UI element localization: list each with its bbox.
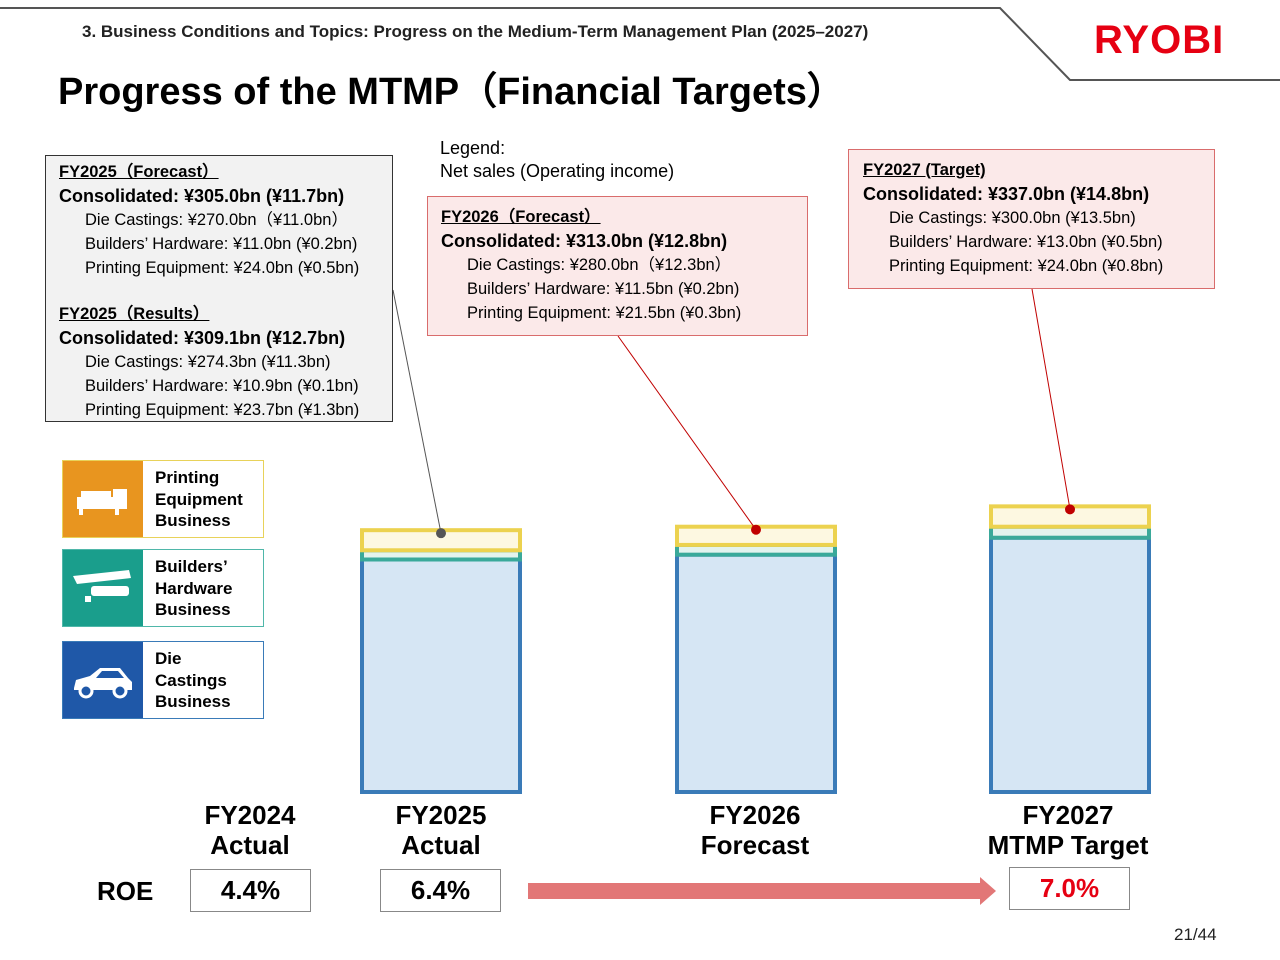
x-label-fy2026: FY2026 Forecast	[700, 800, 810, 860]
fy2026-printing-equipment: Printing Equipment: ¥21.5bn (¥0.3bn)	[467, 304, 742, 322]
fy2025-results-printing-equipment: Printing Equipment: ¥23.7bn (¥1.3bn)	[85, 401, 360, 419]
bar-die-castings-1	[360, 557, 522, 794]
fy2027-heading: FY2027 (Target)	[863, 161, 986, 179]
callout-dot-3	[1065, 504, 1075, 515]
legend-note: Legend: Net sales (Operating income)	[440, 137, 674, 183]
callout-line-3	[1031, 288, 1071, 510]
fy2025-forecast-heading: FY2025（Forecast）	[59, 163, 219, 181]
fy2027-die-castings: Die Castings: ¥300.0bn (¥13.5bn)	[889, 209, 1136, 227]
fy2025-results-heading: FY2025（Results）	[59, 305, 210, 323]
roe-value-fy2025: 6.4%	[380, 869, 501, 912]
callout-dot-2	[751, 524, 761, 535]
fy2027-builders-hardware: Builders’ Hardware: ¥13.0bn (¥0.5bn)	[889, 233, 1163, 251]
callout-dot-1	[436, 528, 446, 539]
legend-line-1: Legend:	[440, 138, 506, 158]
fy2025-results-builders-hardware: Builders’ Hardware: ¥10.9bn (¥0.1bn)	[85, 377, 359, 395]
fy2026-heading: FY2026（Forecast）	[441, 208, 601, 226]
segment-label-builders: Builders’ Hardware Business	[155, 557, 233, 619]
roe-label: ROE	[97, 876, 154, 906]
roe-progress-arrow	[528, 877, 996, 905]
legend-line-2: Net sales (Operating income)	[440, 161, 675, 181]
info-box-fy2026: FY2026（Forecast） Consolidated: ¥313.0bn …	[427, 196, 808, 336]
callout-line-1	[392, 289, 442, 534]
breadcrumb: 3. Business Conditions and Topics: Progr…	[82, 22, 869, 41]
callout-line-2	[617, 335, 757, 530]
info-box-fy2027: FY2027 (Target) Consolidated: ¥337.0bn (…	[848, 149, 1215, 289]
page-title: Progress of the MTMP（Financial Targets）	[58, 71, 845, 113]
x-label-fy2025: FY2025 Actual	[395, 800, 487, 860]
segment-label-die-castings: Die Castings Business	[155, 649, 231, 711]
door-closer-icon	[63, 550, 143, 626]
roe-value-fy2027: 7.0%	[1009, 867, 1130, 910]
fy2026-die-castings: Die Castings: ¥280.0bn（¥12.3bn）	[467, 256, 732, 274]
fy2025-forecast-builders-hardware: Builders’ Hardware: ¥11.0bn (¥0.2bn)	[85, 235, 358, 253]
fy2027-consolidated: Consolidated: ¥337.0bn (¥14.8bn)	[863, 184, 1150, 204]
segment-legend-die-castings: Die Castings Business	[62, 641, 264, 719]
roe-value-fy2024: 4.4%	[190, 869, 311, 912]
page-number: 21/44	[1174, 925, 1217, 944]
fy2027-printing-equipment: Printing Equipment: ¥24.0bn (¥0.8bn)	[889, 257, 1164, 275]
segment-label-printing: Printing Equipment Business	[155, 468, 243, 530]
fy2025-forecast-printing-equipment: Printing Equipment: ¥24.0bn (¥0.5bn)	[85, 259, 360, 277]
bar-die-castings-2	[675, 552, 837, 794]
bar-die-castings-3	[989, 535, 1151, 794]
fy2026-consolidated: Consolidated: ¥313.0bn (¥12.8bn)	[441, 231, 728, 251]
x-label-fy2024: FY2024 Actual	[204, 800, 296, 860]
x-label-fy2027: FY2027 MTMP Target	[987, 800, 1149, 860]
info-box-fy2025: FY2025（Forecast） Consolidated: ¥305.0bn …	[45, 155, 393, 422]
fy2026-builders-hardware: Builders’ Hardware: ¥11.5bn (¥0.2bn)	[467, 280, 740, 298]
fy2025-results-consolidated: Consolidated: ¥309.1bn (¥12.7bn)	[59, 328, 346, 348]
printing-press-icon	[63, 461, 143, 537]
segment-legend-builders: Builders’ Hardware Business	[62, 549, 264, 627]
fy2025-forecast-consolidated: Consolidated: ¥305.0bn (¥11.7bn)	[59, 186, 345, 206]
fy2025-results-die-castings: Die Castings: ¥274.3bn (¥11.3bn)	[85, 353, 331, 371]
car-icon	[63, 642, 143, 718]
header-rule	[0, 7, 1280, 81]
ryobi-logo: RYOBI	[1094, 18, 1225, 62]
segment-legend-printing: Printing Equipment Business	[62, 460, 264, 538]
fy2025-forecast-die-castings: Die Castings: ¥270.0bn（¥11.0bn）	[85, 211, 348, 229]
